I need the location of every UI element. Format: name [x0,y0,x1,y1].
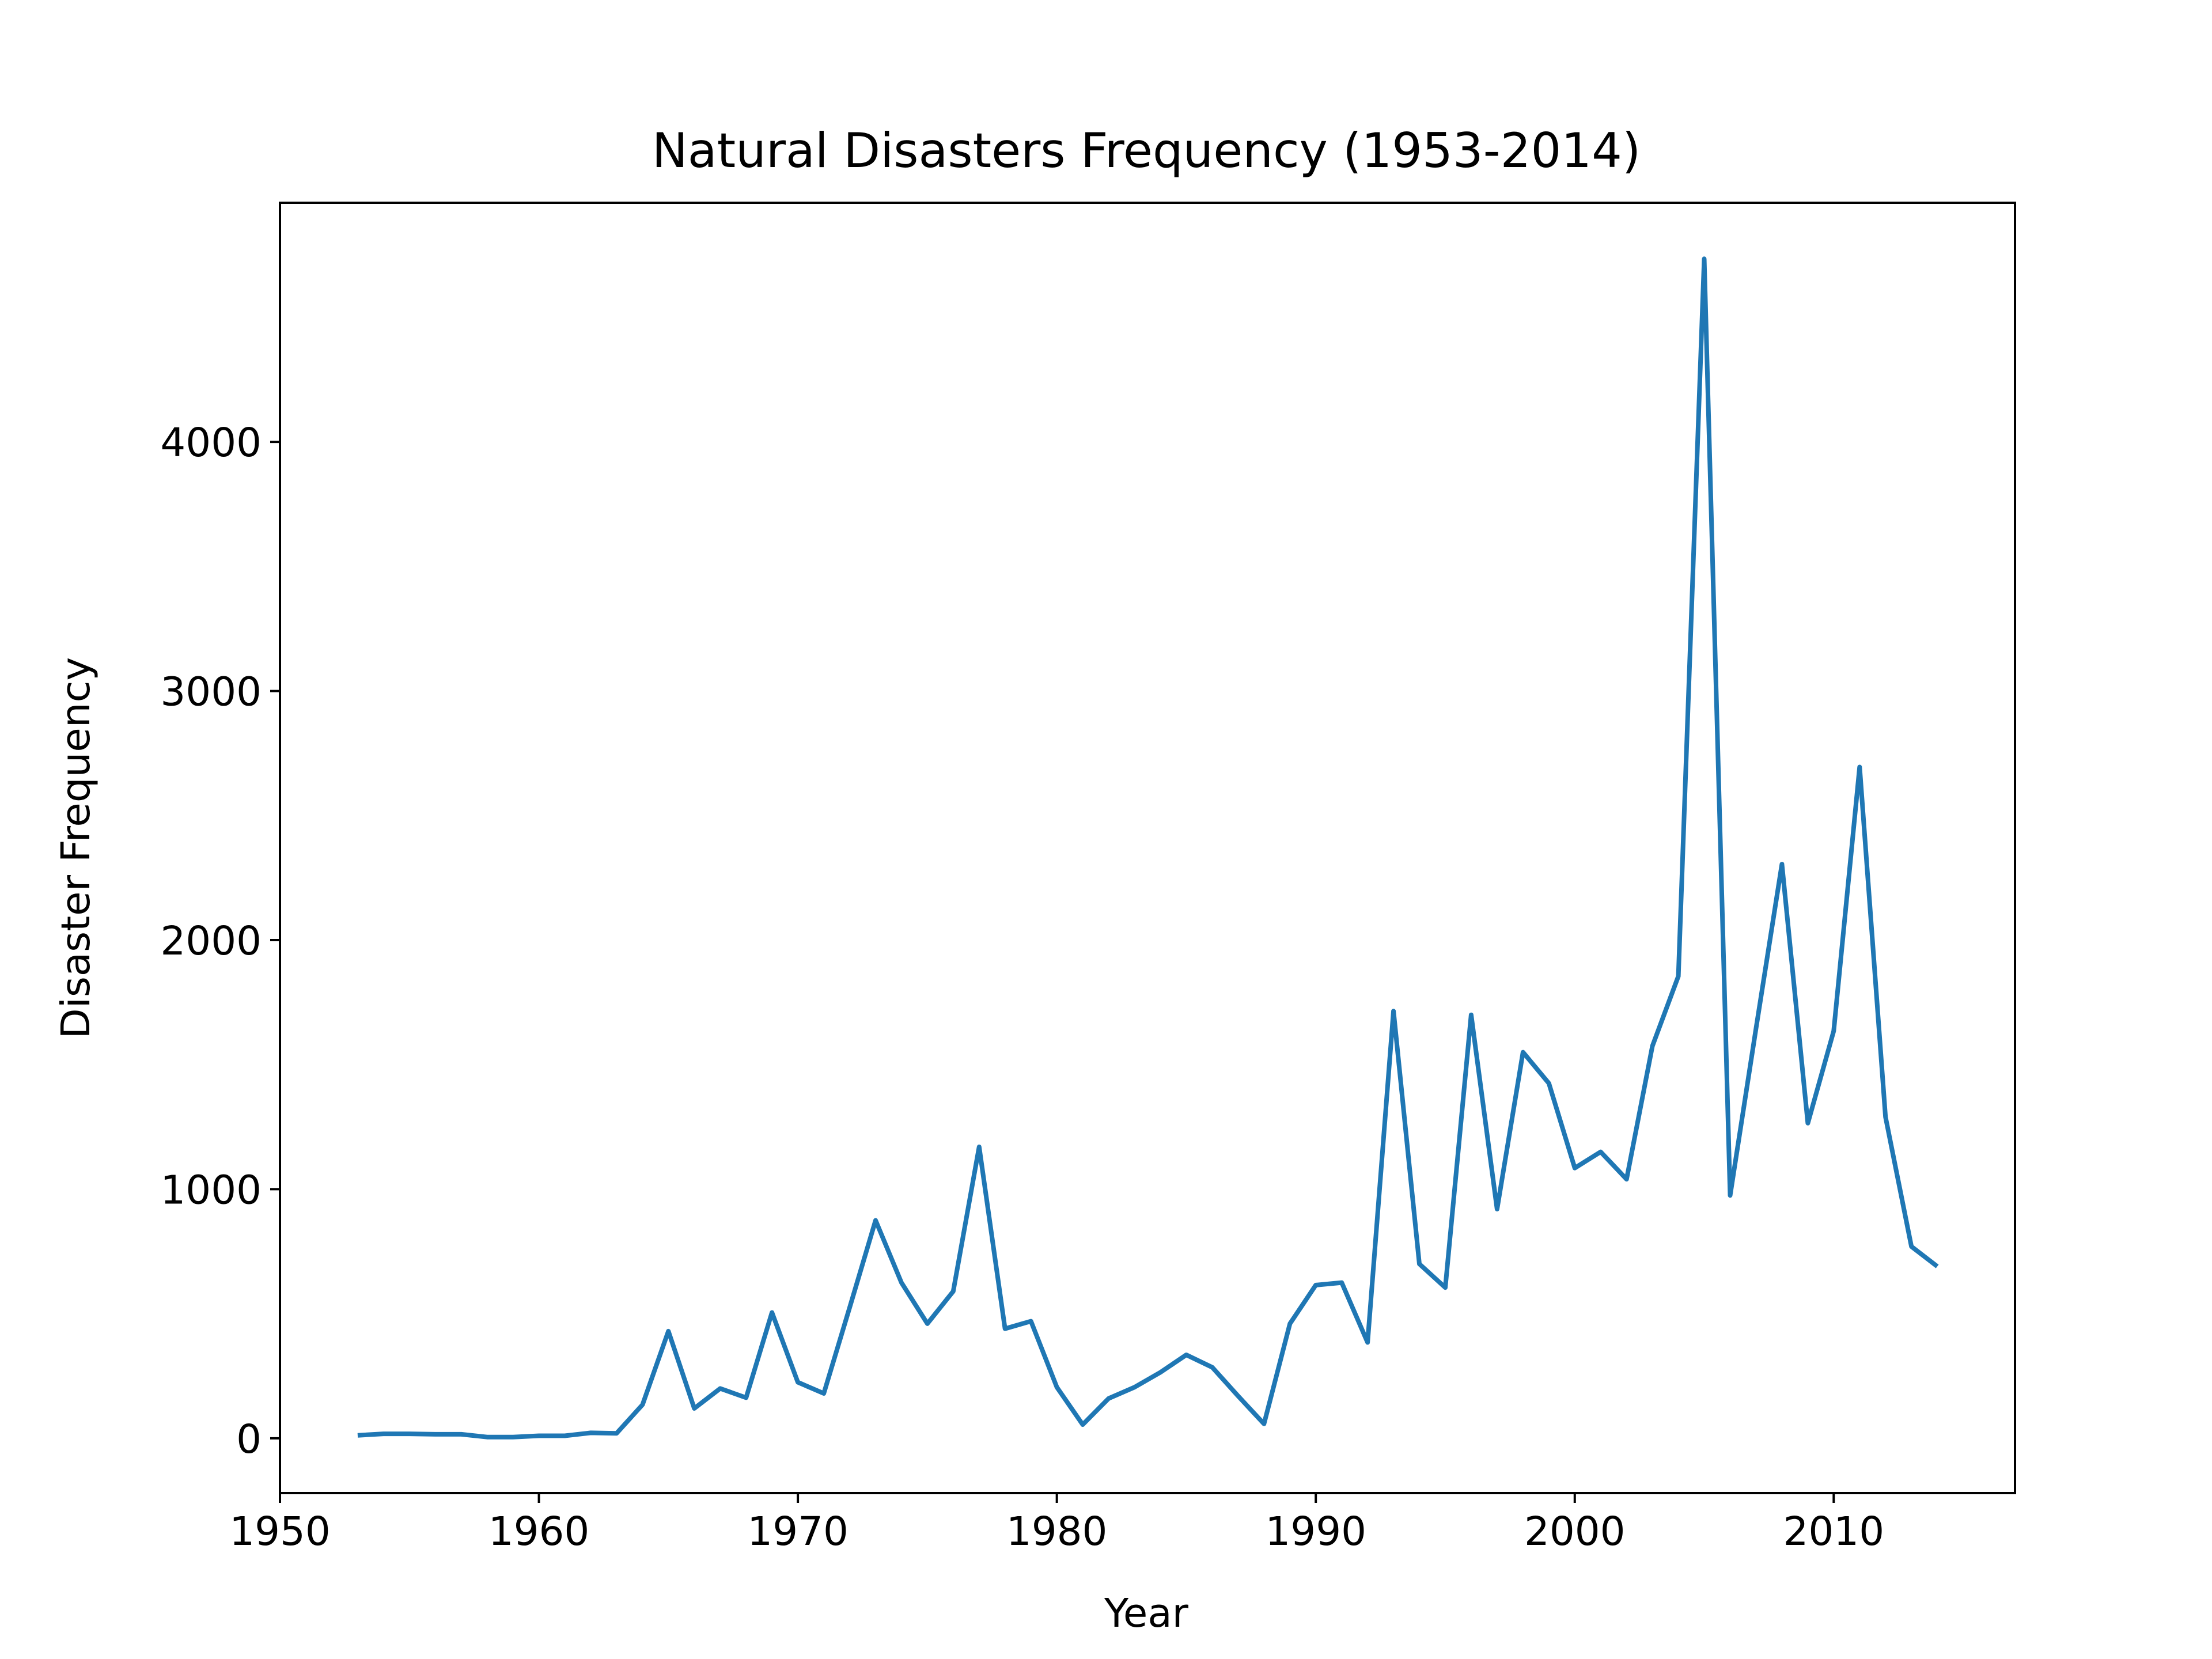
x-tick-label: 1990 [1265,1509,1366,1555]
plot-area [357,256,1939,1440]
y-tick-label: 2000 [160,918,262,964]
y-tick-label: 4000 [160,420,262,466]
x-tick-label: 1970 [747,1509,849,1555]
x-tick-label: 1980 [1006,1509,1108,1555]
y-tick-label: 3000 [160,669,262,715]
x-axis: 1950 1960 1970 1980 1990 2000 2010 [229,1493,1884,1555]
axes-frame [279,202,2016,1494]
y-axis-label: Disaster Frequency [53,657,99,1039]
x-tick-label: 2000 [1524,1509,1626,1555]
x-axis-label: Year [1104,1590,1189,1637]
y-axis: 0 1000 2000 3000 4000 [160,420,280,1463]
y-tick-label: 1000 [160,1167,262,1213]
series-line [357,256,1939,1440]
x-tick-label: 2010 [1783,1509,1885,1555]
y-tick-label: 0 [236,1416,262,1463]
x-tick-label: 1960 [488,1509,590,1555]
x-tick-label: 1950 [229,1509,331,1555]
chart-title: Natural Disasters Frequency (1953-2014) [652,123,1641,179]
